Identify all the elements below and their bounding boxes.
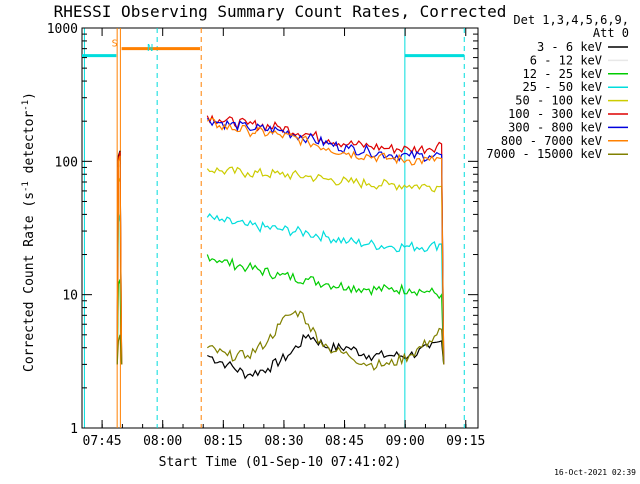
chart-title: RHESSI Observing Summary Count Rates, Co… [54, 2, 507, 21]
x-tick-label-6: 09:15 [446, 434, 485, 449]
x-tick-label-0: 07:45 [83, 434, 122, 449]
legend-label-8: 7000 - 15000 keV [486, 147, 602, 161]
series-line-4-1 [206, 166, 445, 365]
series-line-7-0 [116, 155, 123, 365]
x-axis-label: Start Time (01-Sep-10 07:41:02) [159, 455, 402, 470]
x-tick-label-4: 08:45 [325, 434, 364, 449]
series-line-8-0 [116, 334, 123, 365]
series-line-3-1 [206, 213, 445, 365]
x-tick-label-2: 08:15 [204, 434, 243, 449]
legend-label-4: 50 - 100 keV [515, 94, 602, 108]
y-axis-ticks: 1 10 100 1000 [47, 22, 478, 437]
legend-label-2: 12 - 25 keV [523, 67, 602, 81]
series-line-5-1 [206, 114, 445, 365]
x-tick-label-5: 09:00 [386, 434, 425, 449]
series-line-2-1 [206, 254, 445, 365]
x-tick-label-1: 08:00 [143, 434, 182, 449]
legend-label-3: 25 - 50 keV [523, 80, 602, 94]
legend-header-line-1: Det 1,3,4,5,6,9, [513, 13, 629, 27]
footer-timestamp: 16-Oct-2021 02:39 [554, 468, 636, 477]
legend-label-1: 6 - 12 keV [530, 53, 602, 67]
x-axis-ticks: 07:45 08:00 08:15 08:30 08:45 09:00 09:15 [81, 28, 485, 449]
y-tick-label-1: 10 [62, 289, 78, 304]
bar-label-1: N [147, 43, 153, 54]
y-tick-label-2: 100 [55, 155, 78, 170]
series-line-7-1 [206, 117, 445, 365]
bar-label-0: S [112, 39, 118, 50]
legend-label-5: 100 - 300 keV [508, 107, 602, 121]
legend-label-7: 800 - 7000 keV [501, 134, 602, 148]
y-axis-label: Corrected Count Rate (s-1 detector-1) [21, 92, 37, 372]
y-tick-label-3: 1000 [47, 22, 78, 37]
legend-label-0: 3 - 6 keV [537, 40, 602, 54]
series-line-8-1 [206, 310, 445, 371]
plot-frame [81, 27, 479, 429]
legend-header-line-2: Att 0 [593, 26, 629, 40]
series-line-6-0 [206, 118, 445, 365]
legend-label-6: 300 - 800 keV [508, 120, 602, 134]
x-tick-label-3: 08:30 [264, 434, 303, 449]
y-tick-label-0: 1 [70, 422, 78, 437]
